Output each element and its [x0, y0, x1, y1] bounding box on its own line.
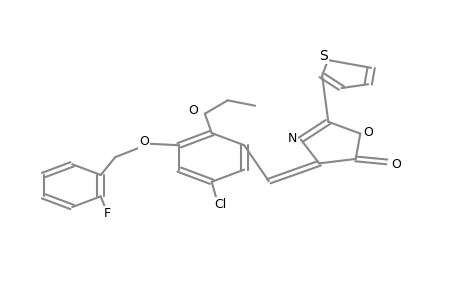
- Text: Cl: Cl: [213, 198, 225, 211]
- Text: O: O: [363, 126, 373, 139]
- Text: O: O: [390, 158, 400, 171]
- Text: O: O: [188, 104, 198, 117]
- Text: O: O: [139, 135, 149, 148]
- Text: F: F: [104, 207, 111, 220]
- Text: N: N: [287, 132, 297, 145]
- Text: S: S: [319, 49, 327, 63]
